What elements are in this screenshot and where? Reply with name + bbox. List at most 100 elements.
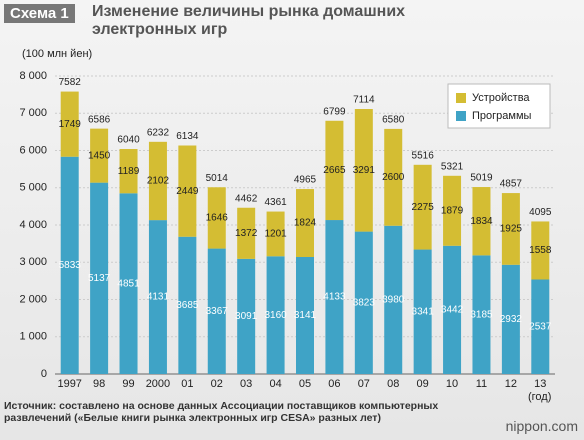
legend-label: Программы — [472, 110, 532, 122]
bar-segment — [501, 193, 520, 265]
bar-segment — [354, 109, 373, 232]
legend-swatch — [456, 111, 466, 121]
total-label: 6799 — [323, 106, 346, 117]
bar-segment — [237, 258, 256, 374]
x-tick-label: 07 — [358, 378, 370, 390]
bar-segment — [207, 187, 226, 249]
bar-segment — [531, 221, 550, 280]
bar-segment — [148, 220, 167, 374]
bar-segment — [325, 220, 344, 374]
x-tick-label: 99 — [122, 378, 134, 390]
bar-segment — [90, 128, 109, 183]
total-label: 4462 — [235, 193, 258, 204]
value-label: 3141 — [294, 310, 317, 321]
y-tick-label: 5 000 — [19, 182, 47, 194]
bar-segment — [207, 248, 226, 374]
value-label: 1646 — [206, 213, 229, 224]
value-label: 2600 — [382, 172, 405, 183]
x-tick-label: 11 — [476, 378, 487, 390]
bar-segment — [384, 225, 403, 374]
bar-segment — [148, 141, 167, 221]
y-tick-label: 3 000 — [19, 256, 47, 268]
x-tick-label: 10 — [446, 378, 458, 390]
bar-segment — [119, 193, 138, 374]
value-label: 2275 — [412, 202, 435, 213]
value-label: 1372 — [235, 228, 258, 239]
bar-segment — [413, 249, 432, 374]
x-tick-label: 08 — [387, 378, 399, 390]
value-label: 3341 — [412, 306, 435, 317]
x-axis-label: (год) — [528, 391, 551, 403]
y-tick-label: 2 000 — [19, 293, 47, 305]
y-axis-label: (100 млн йен) — [22, 48, 92, 60]
total-label: 5019 — [470, 173, 493, 184]
value-label: 1749 — [59, 119, 82, 130]
x-tick-label: 05 — [299, 378, 311, 390]
y-tick-label: 4 000 — [19, 219, 47, 231]
value-label: 2102 — [147, 176, 170, 187]
x-tick-label: 09 — [417, 378, 429, 390]
bar-segment — [501, 264, 520, 374]
total-label: 6580 — [382, 115, 405, 126]
value-label: 1879 — [441, 205, 464, 216]
value-label: 4133 — [323, 292, 346, 303]
source: Источник: составлено на основе данных Ас… — [4, 400, 439, 424]
bar-segment — [443, 245, 462, 374]
x-tick-label: 13 — [534, 378, 546, 390]
value-label: 3091 — [235, 311, 258, 322]
total-label: 4361 — [264, 197, 287, 208]
value-label: 3160 — [264, 310, 287, 321]
value-label: 3442 — [441, 305, 464, 316]
total-label: 4857 — [500, 179, 523, 190]
value-label: 3823 — [353, 297, 376, 308]
y-tick-label: 0 — [41, 368, 47, 380]
total-label: 4095 — [529, 207, 552, 218]
bar-segment — [266, 211, 285, 257]
x-tick-label: 1997 — [57, 378, 81, 390]
value-label: 4131 — [147, 292, 170, 303]
value-label: 3185 — [470, 309, 493, 320]
value-label: 4851 — [117, 278, 140, 289]
value-label: 1450 — [88, 150, 111, 161]
x-tick-label: 03 — [240, 378, 252, 390]
bar-segment — [178, 236, 197, 374]
badge: Схема 1 — [4, 4, 75, 23]
total-label: 6232 — [147, 127, 170, 138]
total-label: 7582 — [59, 77, 82, 88]
bar-segment — [472, 255, 491, 374]
bar-segment — [413, 164, 432, 250]
bar-segment — [354, 231, 373, 374]
value-label: 3291 — [353, 165, 376, 176]
y-tick-label: 1 000 — [19, 331, 47, 343]
y-tick-label: 6 000 — [19, 144, 47, 156]
total-label: 6040 — [117, 135, 140, 146]
x-tick-label: 12 — [505, 378, 517, 390]
total-label: 6134 — [176, 131, 199, 142]
bar-segment — [296, 189, 314, 257]
bar-segment — [178, 145, 197, 237]
bar-segment — [60, 91, 79, 157]
x-tick-label: 01 — [181, 378, 193, 390]
legend-label: Устройства — [472, 92, 530, 104]
legend-swatch — [456, 93, 466, 103]
value-label: 1558 — [529, 245, 552, 256]
bar-segment — [443, 175, 462, 246]
bar-segment — [531, 279, 550, 374]
bar-segment — [296, 256, 314, 374]
value-label: 2665 — [323, 165, 346, 176]
value-label: 1824 — [294, 218, 317, 229]
value-label: 1201 — [264, 229, 287, 240]
x-tick-label: 2000 — [146, 378, 170, 390]
bar-segment — [472, 187, 491, 256]
bar-segment — [325, 120, 344, 221]
value-label: 3367 — [206, 306, 229, 317]
total-label: 6586 — [88, 114, 111, 125]
bar-segment — [119, 149, 138, 194]
x-tick-label: 98 — [93, 378, 105, 390]
x-tick-label: 04 — [269, 378, 281, 390]
value-label: 2449 — [176, 186, 199, 197]
value-label: 5833 — [59, 260, 82, 271]
bar-segment — [237, 207, 256, 259]
